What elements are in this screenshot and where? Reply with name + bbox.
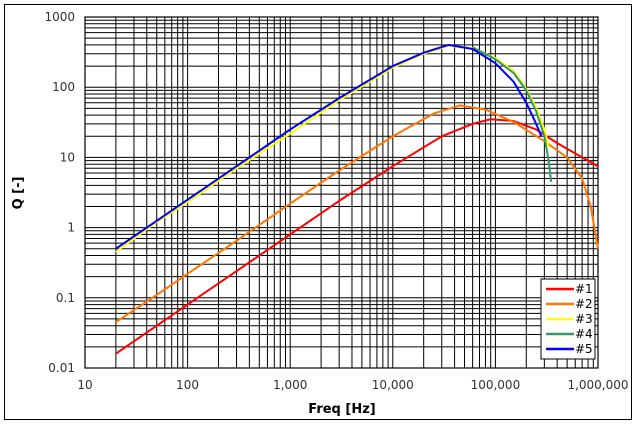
legend-label: #1 <box>575 282 593 296</box>
y-tick-label: 10 <box>60 150 75 164</box>
y-tick-label: 1000 <box>44 10 75 24</box>
x-tick-label: 1,000 <box>273 378 307 392</box>
series-line-5 <box>115 43 543 250</box>
x-axis-tick-labels: 10 100 1,000 10,000 100,000 1,000,000 <box>77 378 628 392</box>
x-axis-label: Freq [Hz] <box>308 402 375 417</box>
series-line-4 <box>472 46 553 182</box>
legend-label: #2 <box>575 297 593 311</box>
legend-label: #4 <box>575 327 593 341</box>
x-tick-label: 10,000 <box>372 378 414 392</box>
legend: #1#2#3#4#5 <box>540 278 596 360</box>
series-lines <box>115 43 599 355</box>
y-axis-tick-labels: 0.01 0.1 1 10 100 1000 <box>44 10 75 375</box>
x-tick-label: 10 <box>77 378 92 392</box>
chart-frame <box>4 4 632 420</box>
series-line-3 <box>115 44 550 253</box>
legend-label: #5 <box>575 342 593 356</box>
y-tick-label: 0.01 <box>48 361 75 375</box>
legend-label: #3 <box>575 312 593 326</box>
y-tick-label: 0.1 <box>56 291 75 305</box>
series-line-2 <box>115 104 599 323</box>
y-tick-label: 1 <box>67 221 75 235</box>
grid-lines <box>84 16 599 369</box>
y-tick-label: 100 <box>52 80 75 94</box>
x-tick-label: 100,000 <box>471 378 521 392</box>
plot-area-border <box>84 16 599 369</box>
x-tick-label: 1,000,000 <box>567 378 628 392</box>
series-line-1 <box>115 118 599 355</box>
y-axis-label: Q [-] <box>11 177 26 210</box>
x-tick-label: 100 <box>176 378 199 392</box>
